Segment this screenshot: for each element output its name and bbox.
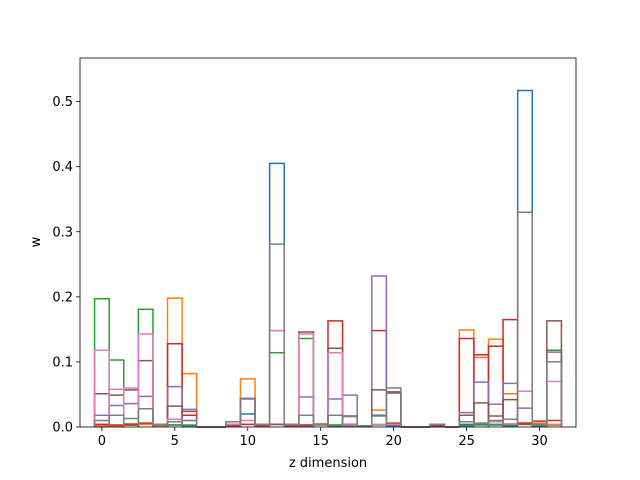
x-tick-label: 15 [312,434,329,449]
y-tick-label: 0.1 [52,355,73,370]
x-tick-label: 10 [239,434,256,449]
y-tick-label: 0.3 [52,225,73,240]
x-axis: 0 5 10 15 20 25 30 [98,427,548,449]
y-tick-label: 0.0 [52,421,73,436]
y-axis-label: w [29,236,44,247]
x-tick-label: 5 [171,434,179,449]
x-tick-label: 20 [385,434,402,449]
x-tick-label: 30 [531,434,548,449]
y-tick-label: 0.5 [52,95,73,110]
x-tick-label: 25 [458,434,475,449]
x-tick-label: 0 [98,434,106,449]
y-tick-label: 0.4 [52,160,73,175]
x-axis-label: z dimension [289,456,367,471]
series-layer [93,89,563,428]
plot-frame [79,57,577,428]
y-axis: 0.0 0.1 0.2 0.3 0.4 0.5 [52,95,80,436]
y-tick-label: 0.2 [52,290,73,305]
